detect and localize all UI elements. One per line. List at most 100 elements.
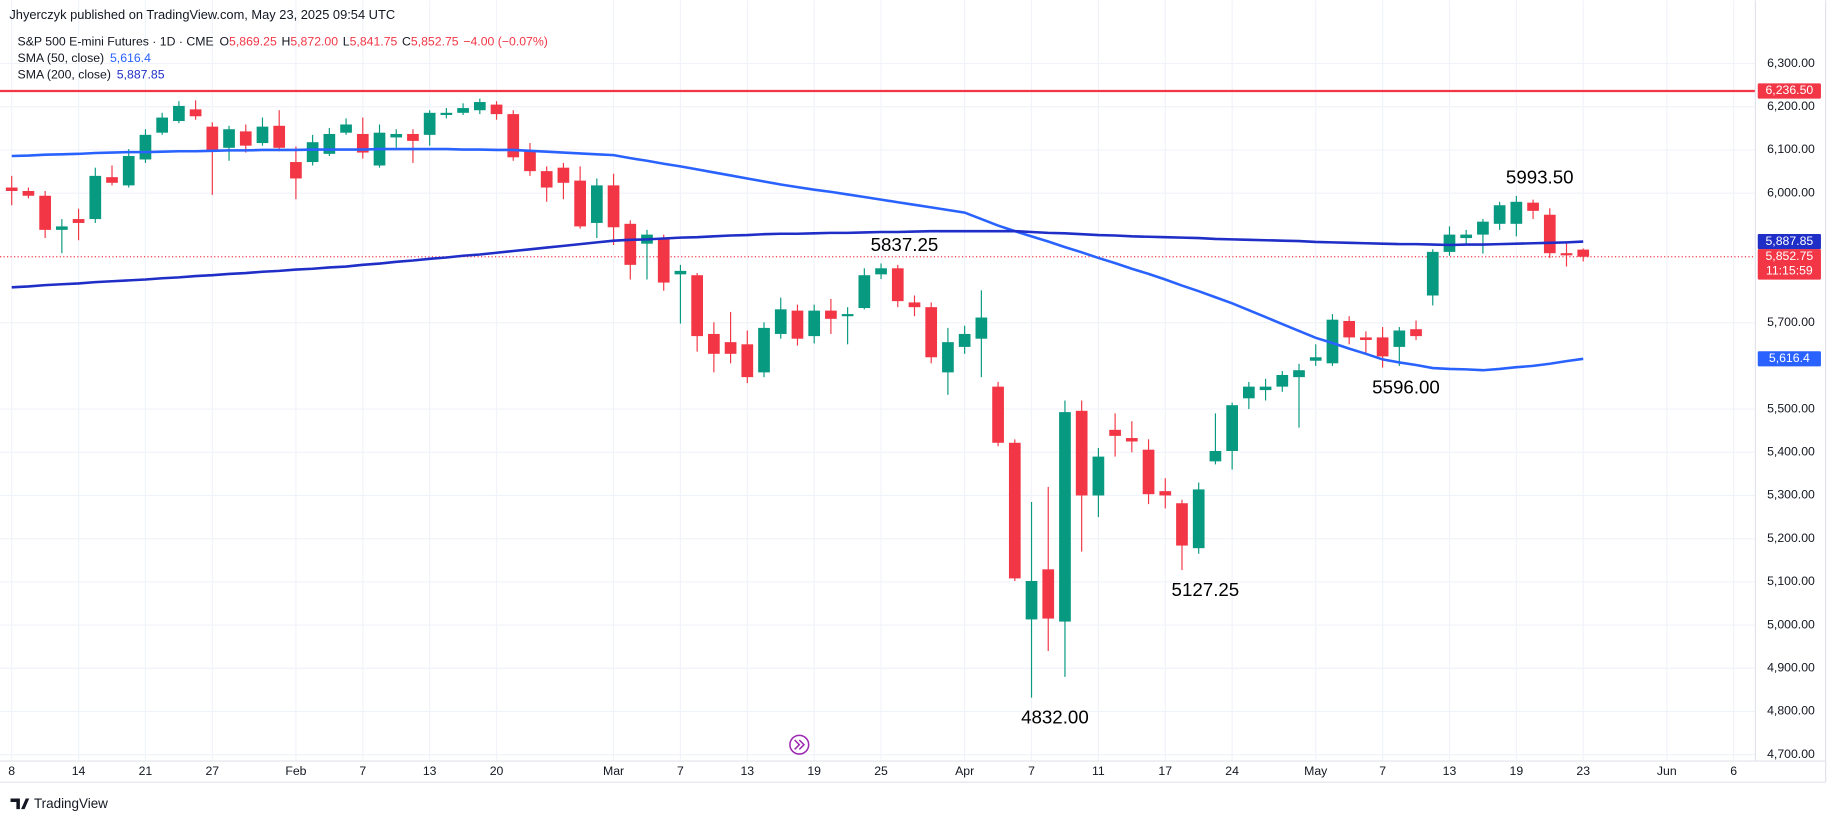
candle-body xyxy=(758,327,770,373)
candle-body xyxy=(122,156,135,186)
candle-body xyxy=(1192,489,1205,549)
symbol-legend: S&P 500 E-mini Futures · 1D · CME O5,869.… xyxy=(18,35,548,49)
candle-body xyxy=(1493,205,1506,224)
candle-body xyxy=(223,129,235,148)
candle-body xyxy=(841,314,854,317)
candle-body xyxy=(490,104,503,115)
candle-body xyxy=(958,333,971,347)
grid-layer xyxy=(0,0,1756,762)
y-tick-label: 6,100.00 xyxy=(1767,142,1815,156)
candle-body xyxy=(624,223,637,265)
price-annotation: 5993.50 xyxy=(1506,166,1574,187)
y-tick-label: 5,500.00 xyxy=(1767,401,1815,415)
x-tick-label: Jun xyxy=(1657,764,1677,778)
candle-body xyxy=(39,195,51,230)
ohlc-key: L xyxy=(343,35,350,49)
candle-body xyxy=(925,307,938,358)
y-tick-label: 4,900.00 xyxy=(1767,660,1815,674)
candle-body xyxy=(708,333,720,354)
candle-body xyxy=(72,219,85,223)
candle-body xyxy=(323,133,336,154)
candle-body xyxy=(1075,410,1088,496)
candle-body xyxy=(1527,202,1539,211)
sma-legend: SMA (200, close) 5,887.85 xyxy=(18,68,165,82)
price-annotation: 5596.00 xyxy=(1372,377,1440,398)
candle-body xyxy=(808,310,821,337)
candle-body xyxy=(875,268,887,275)
candle-body xyxy=(1426,251,1439,296)
y-tick-label: 5,400.00 xyxy=(1767,445,1815,459)
candle-body xyxy=(724,342,737,354)
replay-icon[interactable] xyxy=(789,734,810,755)
x-tick-label: Feb xyxy=(285,764,306,778)
y-tick-label: 4,800.00 xyxy=(1767,704,1815,718)
x-tick-label: 24 xyxy=(1225,764,1239,778)
candle-body xyxy=(1410,329,1422,337)
level-badge-label: 6,236.50 xyxy=(1765,83,1813,97)
footer-brand: TradingView xyxy=(34,796,108,811)
plot-layer: 5837.25 5993.50 5596.00 5127.25 4832.00 xyxy=(0,89,1756,728)
x-tick-label: 6 xyxy=(1730,764,1737,778)
candle-body xyxy=(825,310,837,319)
x-tick-label: 7 xyxy=(1379,764,1386,778)
candle-body xyxy=(1343,320,1356,338)
x-tick-label: Mar xyxy=(603,764,624,778)
candle-body xyxy=(1109,429,1121,436)
candle-body xyxy=(407,133,419,141)
candle-body xyxy=(1159,491,1172,496)
candle-body xyxy=(590,185,603,223)
price-annotation: 5127.25 xyxy=(1172,579,1240,600)
candle-body xyxy=(1059,412,1071,622)
x-tick-label: 7 xyxy=(1028,764,1035,778)
sma-line xyxy=(11,147,1584,372)
y-tick-label: 5,700.00 xyxy=(1767,315,1815,329)
candle-body xyxy=(1008,442,1021,579)
y-tick-label: 6,000.00 xyxy=(1767,185,1815,199)
candle-body xyxy=(674,270,687,275)
candle-body xyxy=(791,310,804,339)
candle-body xyxy=(189,109,202,117)
sma-badge xyxy=(1757,351,1821,367)
x-tick-label: 19 xyxy=(1510,764,1524,778)
axis-layer: 6,300.00 6,200.00 6,100.00 6,000.00 5,700.00… xyxy=(0,0,1827,783)
x-tick-label: 23 xyxy=(1576,764,1590,778)
candle-body xyxy=(273,125,286,148)
candle-body xyxy=(1125,438,1138,442)
candle-body xyxy=(206,126,219,152)
y-tick-label: 5,000.00 xyxy=(1767,617,1815,631)
x-tick-label: May xyxy=(1304,764,1328,778)
ohlc-key: H xyxy=(281,35,290,49)
candle-body xyxy=(1477,221,1489,235)
candle-body xyxy=(891,268,904,302)
x-tick-label: 27 xyxy=(205,764,219,778)
candle-body xyxy=(106,177,118,183)
x-tick-label: 7 xyxy=(677,764,684,778)
ohlc-value: 5,852.75 xyxy=(411,35,459,49)
last-price-badge-countdown: 11:15:59 xyxy=(1766,264,1813,278)
x-tick-label: 7 xyxy=(359,764,366,778)
candle-body xyxy=(1577,249,1590,257)
candle-body xyxy=(1543,214,1556,254)
candle-body xyxy=(1243,386,1255,399)
candle-body xyxy=(139,134,152,160)
y-tick-label: 5,200.00 xyxy=(1767,531,1815,545)
sma-badge-label: 5,616.4 xyxy=(1769,351,1810,365)
candle-body xyxy=(1443,234,1456,252)
last-price-badge xyxy=(1757,249,1821,280)
symbol-name: S&P 500 E-mini Futures · 1D · CME xyxy=(18,35,214,49)
y-tick-label: 6,300.00 xyxy=(1767,56,1815,70)
price-annotation: 4832.00 xyxy=(1021,707,1089,728)
x-tick-label: 8 xyxy=(8,764,15,778)
candle-body xyxy=(540,171,553,188)
x-tick-label: 20 xyxy=(490,764,504,778)
candle-body xyxy=(5,187,18,191)
price-annotation: 5837.25 xyxy=(871,234,939,255)
candle-body xyxy=(1293,370,1305,378)
level-badge xyxy=(1757,83,1821,99)
x-tick-label: 21 xyxy=(139,764,153,778)
candle-body xyxy=(574,180,586,227)
sma-line xyxy=(11,229,1584,289)
candle-body xyxy=(340,124,352,133)
ohlc-value: 5,869.25 xyxy=(229,35,277,49)
